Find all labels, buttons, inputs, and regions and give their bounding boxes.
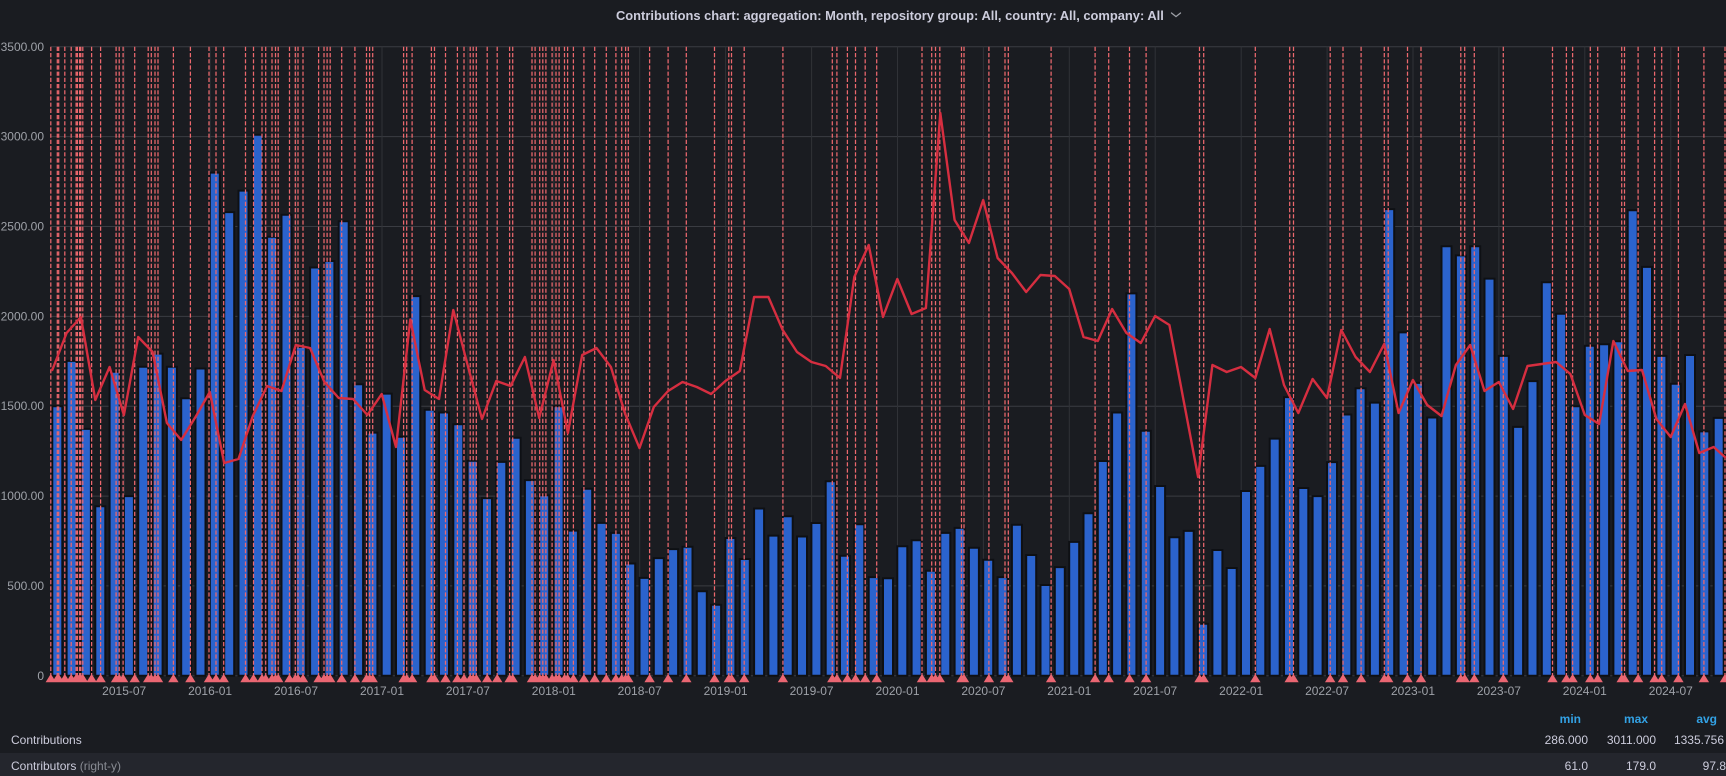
svg-text:3000.00: 3000.00 [1,130,45,144]
svg-text:2024-07: 2024-07 [1649,684,1693,698]
svg-text:500.00: 500.00 [7,579,44,593]
svg-text:1500.00: 1500.00 [1,399,45,413]
svg-text:2017-01: 2017-01 [360,684,404,698]
svg-text:2021-01: 2021-01 [1047,684,1091,698]
svg-text:2500.00: 2500.00 [1,220,45,234]
svg-text:2000.00: 2000.00 [1,309,45,323]
svg-text:2020-01: 2020-01 [875,684,919,698]
svg-text:2017-07: 2017-07 [446,684,490,698]
svg-text:2023-07: 2023-07 [1477,684,1521,698]
svg-text:2019-07: 2019-07 [790,684,834,698]
svg-text:2022-01: 2022-01 [1219,684,1263,698]
svg-text:2020-07: 2020-07 [961,684,1005,698]
svg-text:0: 0 [37,669,44,683]
svg-text:2018-01: 2018-01 [532,684,576,698]
svg-text:2023-01: 2023-01 [1391,684,1435,698]
svg-text:2015-07: 2015-07 [102,684,146,698]
svg-text:2019-01: 2019-01 [704,684,748,698]
svg-text:2016-07: 2016-07 [274,684,318,698]
svg-text:2021-07: 2021-07 [1133,684,1177,698]
svg-text:1000.00: 1000.00 [1,489,45,503]
svg-text:3500.00: 3500.00 [1,40,45,54]
svg-text:2024-01: 2024-01 [1563,684,1607,698]
svg-text:2022-07: 2022-07 [1305,684,1349,698]
svg-text:2018-07: 2018-07 [618,684,662,698]
svg-text:2016-01: 2016-01 [188,684,232,698]
